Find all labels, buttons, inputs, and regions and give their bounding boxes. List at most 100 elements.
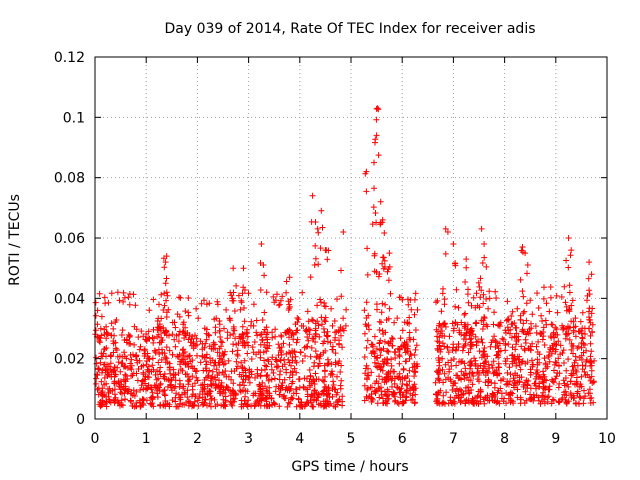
roti-point — [176, 294, 183, 301]
roti-point — [98, 313, 105, 320]
roti-point — [399, 374, 406, 381]
roti-point — [214, 401, 221, 408]
roti-point — [295, 316, 302, 323]
roti-point — [553, 373, 560, 380]
roti-point — [220, 386, 227, 393]
roti-point — [93, 375, 100, 382]
roti-point — [520, 293, 527, 300]
roti-point — [304, 308, 311, 315]
roti-point — [435, 347, 441, 354]
roti-point — [439, 355, 446, 362]
roti-point — [379, 260, 386, 267]
roti-point — [324, 256, 331, 263]
roti-point — [397, 389, 404, 395]
roti-point — [361, 382, 368, 389]
roti-point — [414, 306, 421, 313]
roti-point — [340, 315, 347, 322]
roti-point — [463, 264, 470, 271]
roti-point — [158, 356, 165, 363]
y-tick-label: 0.08 — [54, 171, 85, 187]
roti-point — [102, 367, 109, 374]
roti-point — [376, 327, 383, 333]
roti-point — [125, 388, 132, 395]
roti-point — [206, 343, 213, 350]
roti-point — [216, 377, 222, 384]
roti-point — [369, 384, 375, 391]
roti-point — [490, 370, 497, 377]
roti-point — [567, 378, 574, 385]
roti-point — [343, 306, 350, 313]
data-points — [92, 105, 598, 410]
roti-point — [535, 397, 542, 404]
roti-point — [143, 386, 149, 393]
roti-point — [145, 328, 152, 335]
roti-point — [565, 356, 572, 363]
roti-point — [507, 371, 514, 378]
roti-point — [219, 339, 226, 346]
roti-point — [473, 290, 480, 297]
roti-point — [238, 397, 245, 404]
roti-point — [203, 354, 209, 361]
roti-point — [307, 397, 314, 404]
roti-point — [159, 337, 166, 344]
roti-point — [178, 358, 185, 365]
roti-point — [370, 343, 376, 350]
roti-point — [213, 366, 220, 373]
roti-point — [304, 393, 311, 400]
roti-point — [180, 383, 187, 390]
roti-point — [441, 370, 448, 377]
roti-point — [516, 378, 523, 385]
roti-point — [122, 396, 128, 403]
roti-point — [453, 372, 460, 379]
roti-point — [223, 306, 230, 313]
roti-point — [497, 319, 504, 326]
roti-point — [149, 362, 156, 369]
roti-point — [472, 333, 479, 340]
x-tick-label: 9 — [551, 431, 560, 447]
y-axis-label: ROTI / TECUs — [7, 194, 23, 286]
roti-point — [514, 372, 521, 379]
roti-point — [160, 324, 167, 331]
roti-point — [533, 343, 540, 350]
roti-point — [329, 393, 336, 400]
roti-point — [238, 334, 245, 341]
roti-point — [129, 392, 136, 398]
roti-point — [157, 371, 164, 378]
roti-point — [504, 369, 511, 376]
roti-point — [439, 332, 446, 339]
roti-point — [392, 355, 399, 361]
roti-point — [286, 274, 293, 281]
roti-point — [580, 349, 587, 356]
roti-point — [105, 389, 112, 396]
roti-point — [369, 221, 376, 228]
roti-point — [150, 366, 157, 373]
roti-point — [445, 349, 452, 356]
roti-point — [392, 349, 399, 356]
roti-point — [171, 319, 178, 326]
x-tick-label: 7 — [449, 431, 458, 447]
roti-point — [282, 386, 289, 393]
roti-point — [384, 396, 391, 402]
roti-point — [457, 394, 464, 401]
roti-point — [565, 383, 572, 390]
roti-point — [323, 403, 330, 410]
roti-point — [546, 383, 553, 390]
roti-point — [386, 305, 393, 312]
roti-point — [163, 314, 170, 320]
roti-point — [275, 302, 282, 309]
roti-point — [410, 336, 417, 343]
roti-point — [231, 308, 238, 314]
roti-point — [137, 343, 144, 350]
roti-point — [233, 358, 240, 365]
roti-point — [396, 386, 403, 392]
roti-point — [368, 369, 375, 376]
roti-point — [478, 336, 485, 343]
roti-point — [565, 235, 572, 241]
roti-point — [92, 327, 99, 334]
roti-point — [257, 354, 264, 361]
roti-point — [272, 297, 279, 304]
roti-point — [223, 384, 230, 391]
roti-point — [180, 328, 187, 335]
roti-point — [110, 368, 117, 375]
